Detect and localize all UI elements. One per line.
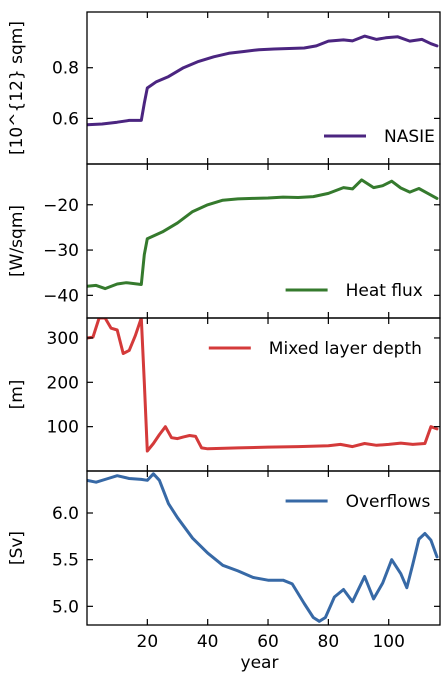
y-axis-label: [m] [7, 380, 27, 410]
y-tick-label: 5.0 [52, 597, 79, 617]
panel-2: −40 −30 −20 [W/sqm] Heat flux [7, 164, 440, 318]
x-tick-label: 20 [137, 632, 159, 652]
legend-label: Overflows [346, 492, 431, 512]
legend-label: Heat flux [346, 281, 423, 301]
legend-label: NASIE [384, 127, 435, 147]
y-tick-label: 0.8 [52, 59, 79, 79]
x-tick-label: 40 [197, 632, 219, 652]
series-line-0 [87, 318, 437, 451]
x-tick-label: 80 [318, 632, 340, 652]
panel-3: 100 200 300 [m] Mixed layer depth [7, 318, 440, 471]
y-axis-label: [Sv] [7, 531, 27, 565]
y-tick-label: −20 [43, 196, 79, 216]
y-tick-label: 0.6 [52, 109, 79, 129]
series-line-0 [87, 180, 437, 289]
y-tick-label: −40 [43, 286, 79, 306]
panel-4: 5.0 5.5 6.0 [Sv] Overflows [7, 471, 440, 625]
y-tick-label: 5.5 [52, 551, 79, 571]
y-axis-label: [10^{12} sqm] [7, 21, 27, 155]
y-tick-label: −30 [43, 241, 79, 261]
legend-label: Mixed layer depth [269, 339, 422, 359]
panel-1: 0.6 0.8 [10^{12} sqm] NASIE [7, 12, 440, 164]
series-line-0 [87, 36, 437, 125]
y-tick-label: 300 [47, 329, 79, 349]
y-tick-label: 200 [47, 373, 79, 393]
x-axis-label: year [241, 653, 279, 673]
y-tick-label: 100 [47, 418, 79, 438]
x-tick-label: 100 [372, 632, 404, 652]
x-tick-label: 60 [257, 632, 279, 652]
y-axis-label: [W/sqm] [7, 205, 27, 277]
y-tick-label: 6.0 [52, 504, 79, 524]
